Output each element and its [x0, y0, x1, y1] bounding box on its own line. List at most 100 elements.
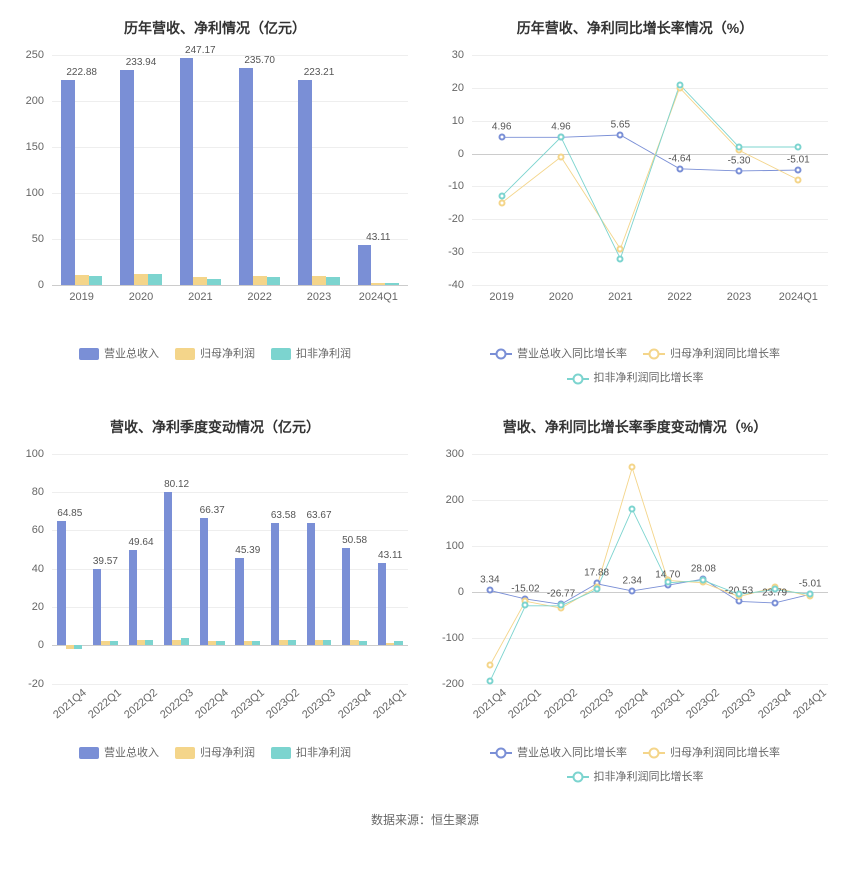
point-label: -5.01: [799, 579, 822, 590]
bar: [267, 277, 281, 285]
x-tick-label: 2022Q2: [122, 686, 160, 720]
y-tick-label: -100: [442, 632, 464, 644]
bar: [134, 274, 148, 285]
point-label: -4.64: [668, 153, 691, 164]
x-tick-label: 2020: [129, 291, 153, 303]
bar: [244, 641, 252, 645]
bar: [193, 277, 207, 285]
bar: [288, 640, 296, 646]
bar-value-label: 45.39: [235, 545, 260, 556]
legend-label: 归母净利润同比增长率: [670, 344, 780, 365]
bar: [315, 640, 323, 646]
y-tick-label: 100: [446, 540, 464, 552]
plot-area: 222.88233.94247.17235.70223.2143.11: [52, 55, 408, 285]
legend-label: 归母净利润: [200, 743, 255, 764]
bar: [358, 245, 372, 285]
gridline: [52, 569, 408, 570]
bar: [279, 640, 287, 646]
bar: [172, 640, 180, 646]
gridline: [52, 530, 408, 531]
bar-value-label: 64.85: [57, 508, 82, 519]
y-tick-label: 20: [452, 82, 464, 94]
y-tick-label: 50: [32, 233, 44, 245]
bar-value-label: 39.57: [93, 556, 118, 567]
bar-value-label: 80.12: [164, 479, 189, 490]
legend-marker-line: [490, 348, 512, 360]
bar: [323, 640, 331, 646]
y-tick-label: -30: [448, 246, 464, 258]
legend-label: 营业总收入同比增长率: [517, 743, 627, 764]
bar: [326, 277, 340, 285]
bar: [129, 550, 137, 645]
bar: [307, 523, 315, 645]
legend: 营业总收入归母净利润扣非净利润: [10, 330, 420, 374]
x-tick-label: 2022Q2: [542, 686, 580, 720]
legend: 营业总收入同比增长率归母净利润同比增长率扣非净利润同比增长率: [430, 729, 840, 798]
y-tick-label: 300: [446, 448, 464, 460]
series-marker: [736, 590, 743, 597]
gridline: [52, 193, 408, 194]
legend-swatch: [175, 747, 195, 759]
gridline: [52, 454, 408, 455]
y-tick-label: 150: [26, 141, 44, 153]
y-tick-label: -20: [28, 678, 44, 690]
series-marker: [676, 81, 683, 88]
bar-value-label: 43.11: [378, 549, 402, 560]
bar: [181, 638, 189, 646]
bar: [350, 640, 358, 646]
x-tick-label: 2023Q3: [720, 686, 758, 720]
series-marker: [736, 167, 743, 174]
gridline: [52, 55, 408, 56]
series-marker: [558, 153, 565, 160]
x-tick-label: 2020: [549, 291, 573, 303]
legend-label: 营业总收入同比增长率: [517, 344, 627, 365]
x-axis: 201920202021202220232024Q1: [52, 285, 408, 330]
x-tick-label: 2022Q3: [578, 686, 616, 720]
x-tick-label: 2021Q4: [471, 686, 509, 720]
series-line: [502, 135, 799, 171]
legend-marker-line: [643, 747, 665, 759]
bar-value-label: 66.37: [200, 505, 225, 516]
x-tick-label: 2019: [489, 291, 513, 303]
bar: [252, 641, 260, 645]
x-tick-label: 2024Q1: [359, 291, 398, 303]
series-marker: [629, 464, 636, 471]
x-tick-label: 2022Q1: [87, 686, 125, 720]
series-marker: [498, 134, 505, 141]
legend-label: 营业总收入: [104, 344, 159, 365]
legend-marker-line: [490, 747, 512, 759]
y-axis: 050100150200250: [10, 55, 50, 285]
y-tick-label: 200: [26, 95, 44, 107]
bar: [57, 521, 65, 645]
legend-item: 营业总收入同比增长率: [490, 344, 627, 365]
legend-swatch: [271, 348, 291, 360]
series-marker: [629, 587, 636, 594]
point-label: 17.88: [584, 568, 609, 579]
chart-body: -200-10001002003003.34-15.02-26.7717.882…: [430, 449, 840, 729]
chart-panel-c1: 历年营收、净利情况（亿元）050100150200250222.88233.94…: [10, 10, 420, 399]
bar: [145, 640, 153, 646]
series-line: [490, 467, 810, 665]
bar: [378, 563, 386, 646]
y-tick-label: 100: [26, 448, 44, 460]
legend-marker-line: [567, 373, 589, 385]
y-tick-label: 80: [32, 486, 44, 498]
x-tick-label: 2023: [307, 291, 331, 303]
series-marker: [736, 144, 743, 151]
bar: [75, 275, 89, 285]
gridline: [52, 147, 408, 148]
series-marker: [558, 602, 565, 609]
series-marker: [676, 165, 683, 172]
footer-note: 数据来源：恒生聚源: [0, 797, 850, 828]
bar-value-label: 43.11: [366, 232, 390, 243]
bar: [89, 276, 103, 285]
series-marker: [795, 176, 802, 183]
x-axis: 201920202021202220232024Q1: [472, 285, 828, 330]
legend-label: 扣非净利润同比增长率: [594, 368, 704, 389]
series-marker: [700, 577, 707, 584]
x-tick-label: 2021: [188, 291, 212, 303]
chart-body: -2002040608010064.8539.5749.6480.1266.37…: [10, 449, 420, 729]
series-marker: [664, 579, 671, 586]
y-tick-label: 100: [26, 187, 44, 199]
y-tick-label: -20: [448, 213, 464, 225]
